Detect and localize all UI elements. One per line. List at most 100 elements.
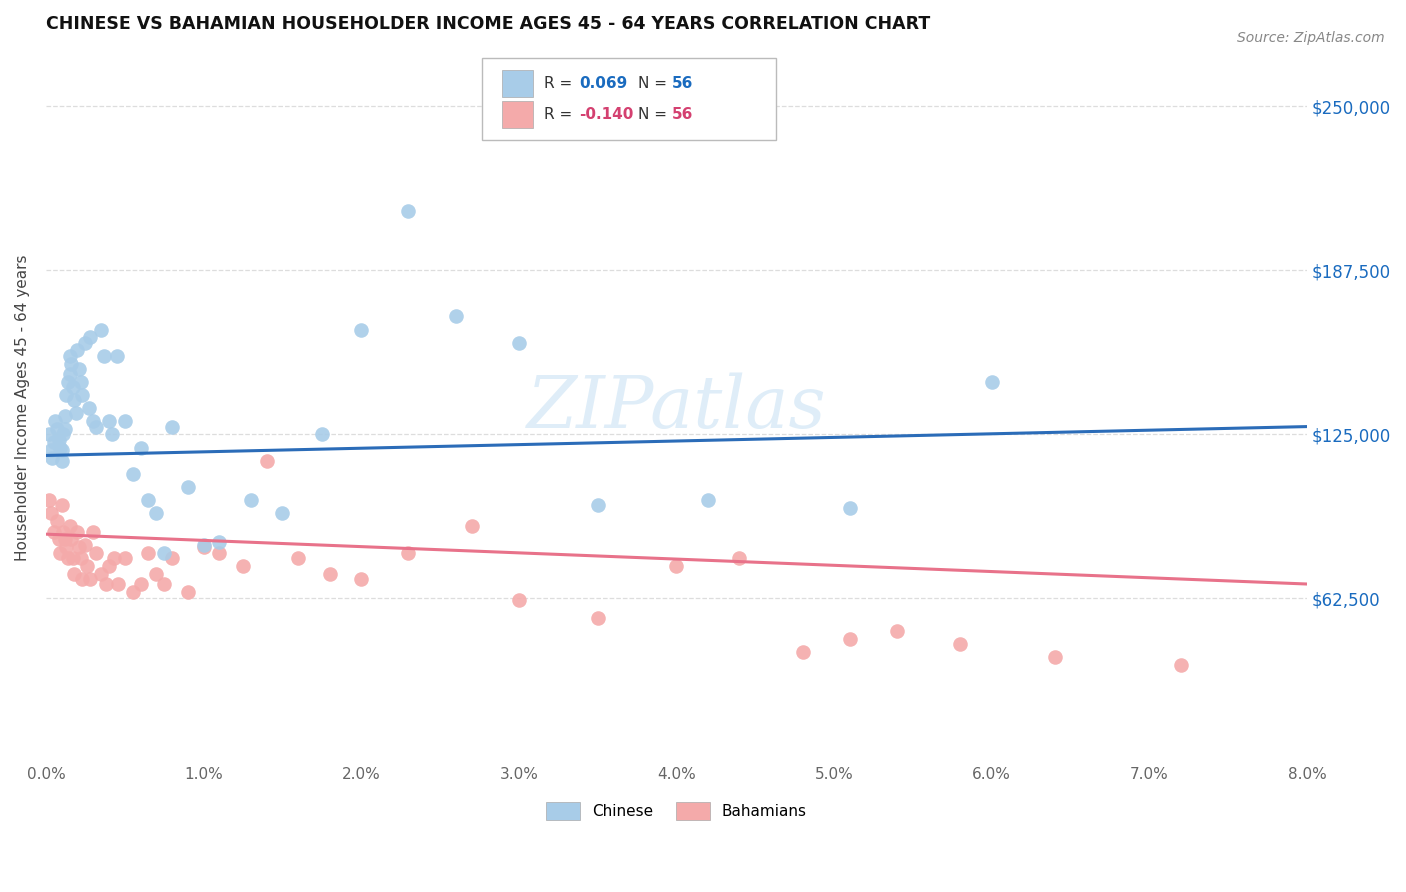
Point [193,541,215,555]
Point [56,375,79,389]
Y-axis label: Householder Income Ages 45 - 64 years: Householder Income Ages 45 - 64 years [15,255,30,561]
Point [90,322,112,336]
Point [39,443,62,458]
Point [46,514,69,528]
Point [103,550,125,565]
Point [41,451,63,466]
Point [193,538,215,552]
Point [67,541,90,555]
Text: CHINESE VS BAHAMIAN HOUSEHOLDER INCOME AGES 45 - 64 YEARS CORRELATION CHART: CHINESE VS BAHAMIAN HOUSEHOLDER INCOME A… [46,15,931,33]
Point [70,572,93,586]
Point [86,419,108,434]
Point [177,480,200,494]
Point [49,545,72,559]
Point [145,566,167,581]
Point [318,566,340,581]
Point [79,330,101,344]
Point [63,566,86,581]
Point [75,538,97,552]
Point [311,427,333,442]
Point [70,388,93,402]
Point [838,632,860,646]
Point [444,310,467,324]
Point [52,524,75,539]
Point [145,506,167,520]
Text: N =: N = [638,107,672,121]
Point [153,545,176,559]
Point [886,624,908,639]
Point [55,388,77,402]
Point [76,558,98,573]
Point [98,558,121,573]
Point [121,585,143,599]
Point [59,349,82,363]
Legend: Chinese, Bahamians: Chinese, Bahamians [540,796,813,826]
Point [42,524,65,539]
Point [51,453,73,467]
Text: ZIPatlas: ZIPatlas [527,373,827,443]
Point [59,519,82,533]
Point [586,611,609,625]
Point [208,535,231,549]
Point [208,545,231,559]
Point [838,500,860,515]
Point [77,401,100,416]
Point [67,362,90,376]
Point [949,637,972,651]
Point [398,545,420,559]
Point [350,322,373,336]
Point [60,533,83,547]
Point [138,545,160,559]
Point [287,550,309,565]
Point [90,566,112,581]
Point [508,592,530,607]
Point [256,453,278,467]
Point [350,572,373,586]
Point [63,393,86,408]
Point [105,349,128,363]
Point [153,577,176,591]
Point [121,467,143,481]
Point [42,435,65,450]
Point [82,414,104,428]
Point [232,558,254,573]
Point [114,414,136,428]
Point [460,519,482,533]
Point [62,380,84,394]
Point [82,524,104,539]
Point [160,550,183,565]
Point [65,407,87,421]
Point [93,349,115,363]
Text: 0.069: 0.069 [579,77,627,91]
Text: R =: R = [544,107,578,121]
Point [508,335,530,350]
Point [98,414,121,428]
Point [53,533,76,547]
Point [38,427,60,442]
Point [129,441,152,455]
Point [239,493,262,508]
Text: -0.140: -0.140 [579,107,634,121]
Point [398,204,420,219]
Point [101,427,124,442]
Point [56,550,79,565]
Text: N =: N = [638,77,672,91]
Point [271,506,294,520]
Point [66,343,89,358]
Point [79,572,101,586]
Point [53,409,76,423]
Point [59,367,82,381]
Point [69,550,91,565]
Point [86,545,108,559]
Point [66,524,89,539]
Text: R =: R = [544,77,578,91]
Point [39,506,62,520]
Point [49,441,72,455]
Point [75,335,97,350]
Point [697,493,720,508]
Point [107,577,129,591]
Point [55,541,77,555]
Point [728,550,751,565]
Point [52,427,75,442]
Text: 56: 56 [672,107,693,121]
